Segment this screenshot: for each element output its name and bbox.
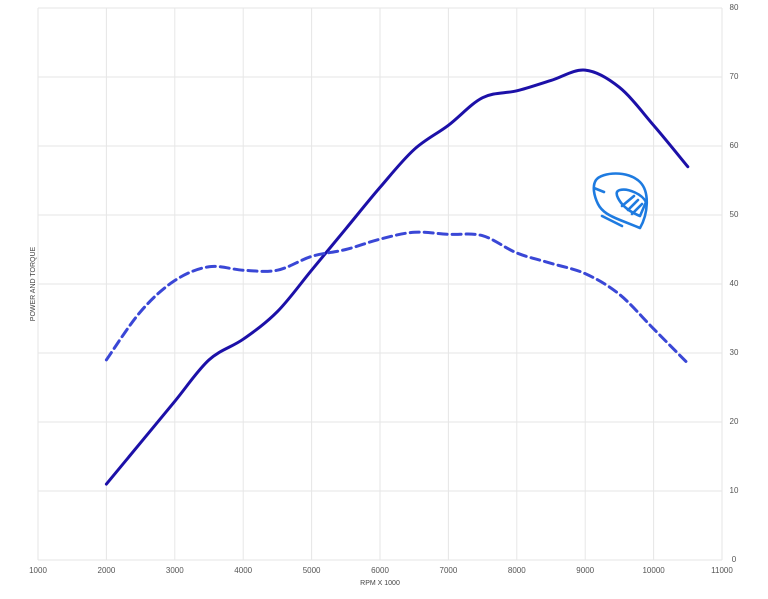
helmet-chin [592, 186, 624, 228]
y-tick-label: 10 [730, 486, 739, 495]
y-tick-label: 80 [730, 3, 739, 12]
helmet-shell [592, 172, 649, 230]
x-tick-label: 3000 [166, 566, 184, 575]
y-tick-label: 50 [730, 210, 739, 219]
x-tick-label: 8000 [508, 566, 526, 575]
helmet-icon [592, 172, 649, 230]
x-axis-title: RPM X 1000 [360, 580, 400, 587]
y-tick-label: 70 [730, 72, 739, 81]
x-tick-label: 2000 [98, 566, 116, 575]
x-tick-label: 10000 [642, 566, 665, 575]
y-tick-label: 20 [730, 417, 739, 426]
series-line [104, 68, 690, 486]
x-tick-label: 7000 [440, 566, 458, 575]
y-tick-label: 30 [730, 348, 739, 357]
x-tick-label: 4000 [234, 566, 252, 575]
x-tick-label: 1000 [29, 566, 47, 575]
helmet-stripes [620, 194, 644, 216]
y-tick-label: 40 [730, 279, 739, 288]
x-tick-label: 11000 [711, 566, 733, 575]
series-line [104, 230, 690, 365]
y-axis-title: POWER AND TORQUE [30, 246, 37, 321]
y-tick-label: 0 [732, 555, 737, 564]
y-tick-label: 60 [730, 141, 739, 150]
x-tick-label: 9000 [576, 566, 594, 575]
x-tick-label: 5000 [303, 566, 321, 575]
grid [37, 7, 723, 561]
x-tick-label: 6000 [371, 566, 389, 575]
